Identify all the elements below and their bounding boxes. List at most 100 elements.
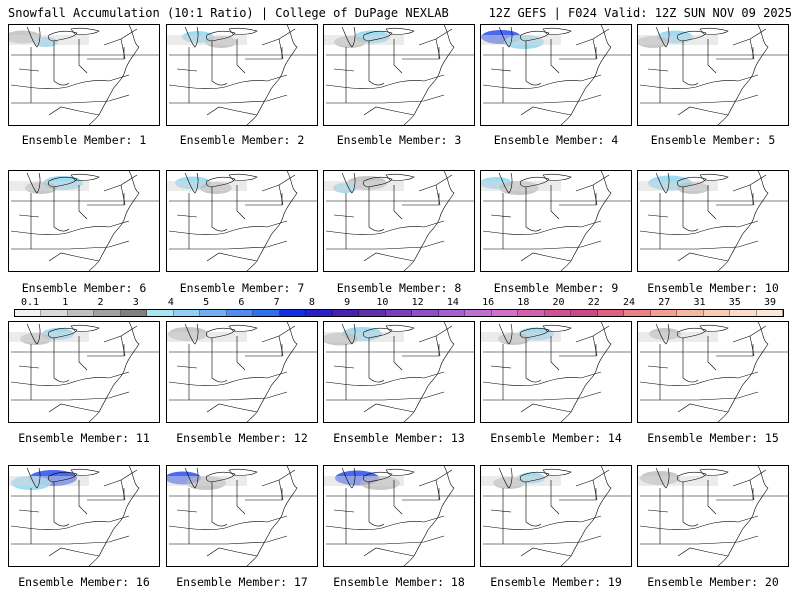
state-border (483, 535, 602, 545)
coastline (246, 466, 298, 566)
colorbar-swatch (677, 310, 704, 316)
lake-outline (205, 327, 236, 339)
state-border (749, 38, 755, 60)
state-border (435, 479, 441, 501)
state-border (559, 47, 597, 60)
colorbar-swatch (624, 310, 651, 316)
state-border (749, 479, 755, 501)
ensemble-panel (8, 465, 160, 567)
ensemble-member-label: Ensemble Member: 16 (18, 575, 150, 589)
colorbar-tick-label: 14 (446, 297, 459, 308)
state-border (707, 480, 717, 515)
colorbar-tick-label: 2 (97, 297, 104, 308)
state-border (707, 39, 717, 74)
trace-snow-band (167, 35, 247, 45)
ensemble-member-label: Ensemble Member: 15 (647, 431, 779, 445)
state-border (716, 47, 754, 60)
state-border (78, 480, 88, 515)
trace-snow-band (638, 332, 718, 342)
trace-snow-band (324, 181, 404, 191)
lake-outline (26, 26, 41, 48)
snow-shading (324, 327, 404, 346)
colorbar-swatch (730, 310, 757, 316)
state-border (368, 41, 385, 86)
state-border (363, 252, 415, 262)
lake-outline (655, 323, 670, 345)
ensemble-member-label: Ensemble Member: 19 (490, 575, 622, 589)
ensemble-panel (323, 321, 475, 423)
state-border (176, 68, 198, 72)
lake-outline (70, 173, 100, 181)
chart-title: Snowfall Accumulation (10:1 Ratio) | Col… (8, 6, 449, 20)
ensemble-member-label: Ensemble Member: 7 (179, 281, 305, 295)
state-border (245, 193, 283, 206)
snow-shading (324, 30, 404, 48)
state-border (525, 338, 542, 383)
state-border (483, 391, 602, 401)
state-border (326, 535, 445, 545)
lake-outline (498, 172, 513, 194)
ensemble-member-label: Ensemble Member: 10 (647, 281, 779, 295)
colorbar-swatch (359, 310, 386, 316)
run-info: 12Z GEFS | F024 Valid: 12Z SUN NOV 09 20… (488, 6, 792, 20)
state-border (363, 547, 415, 557)
lake-outline (699, 173, 729, 181)
state-border (550, 39, 560, 74)
state-border (490, 365, 512, 369)
state-border (482, 74, 602, 89)
state-border (333, 365, 355, 369)
coastline (246, 322, 298, 422)
colorbar-swatch (279, 310, 307, 316)
state-border (168, 515, 288, 530)
state-border (639, 515, 759, 530)
lake-outline (542, 27, 572, 35)
lake-outline (362, 471, 393, 483)
lake-outline (184, 467, 199, 489)
lake-outline (228, 27, 258, 35)
lake-outline (699, 468, 729, 476)
state-border (120, 479, 126, 501)
state-border (10, 515, 130, 530)
colorbar-tick-label: 0.1 (20, 297, 40, 308)
trace-snow-band (167, 476, 247, 486)
state-border (592, 38, 598, 60)
ensemble-member-label: Ensemble Member: 14 (490, 431, 622, 445)
state-border (78, 336, 88, 371)
snow-shading (638, 471, 718, 486)
map-basemap (481, 466, 631, 566)
ensemble-panel (480, 321, 632, 423)
lake-outline (498, 323, 513, 345)
state-border (278, 184, 284, 206)
state-border (326, 240, 445, 250)
colorbar-swatch (173, 310, 201, 316)
state-border (11, 535, 130, 545)
state-border (236, 185, 246, 220)
state-border (368, 187, 385, 232)
lake-outline (498, 467, 513, 489)
state-border (639, 371, 759, 386)
lake-outline (385, 173, 415, 181)
state-border (393, 39, 403, 74)
colorbar-swatch (67, 310, 95, 316)
state-border (640, 240, 759, 250)
state-border (483, 94, 602, 104)
colorbar-tick-label: 20 (552, 297, 565, 308)
snow-shading (481, 327, 561, 345)
trace-snow-band (167, 332, 247, 342)
snow-shading (324, 176, 404, 193)
map-basemap (638, 171, 788, 271)
state-border (707, 336, 717, 371)
state-border (749, 184, 755, 206)
state-border (520, 106, 572, 116)
state-border (647, 365, 669, 369)
state-border (592, 335, 598, 357)
state-border (211, 41, 228, 86)
coastline (560, 466, 612, 566)
state-border (333, 68, 355, 72)
state-border (169, 240, 288, 250)
lake-outline (385, 324, 415, 332)
state-border (169, 94, 288, 104)
lake-outline (341, 467, 356, 489)
state-border (640, 535, 759, 545)
state-border (682, 482, 699, 527)
